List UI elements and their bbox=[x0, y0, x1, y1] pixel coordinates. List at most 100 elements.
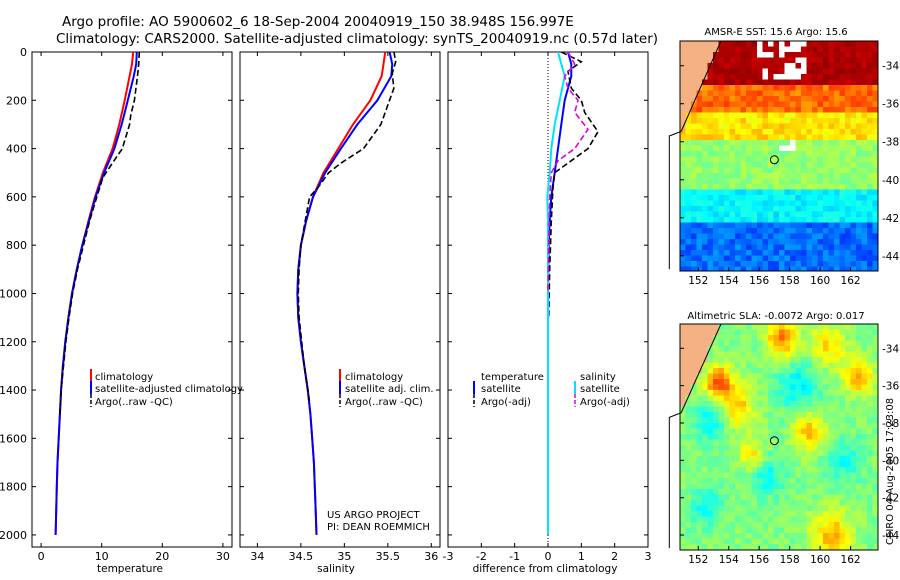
heatmap-cell bbox=[751, 390, 758, 396]
heatmap-cell bbox=[751, 456, 758, 462]
heatmap-cell bbox=[702, 544, 708, 550]
heatmap-cell bbox=[740, 456, 747, 462]
heatmap-cell bbox=[757, 112, 763, 119]
heatmap-cell bbox=[812, 123, 818, 130]
heatmap-cell bbox=[845, 478, 851, 484]
heatmap-cell bbox=[724, 472, 730, 479]
x-tick-label: 2 bbox=[611, 550, 618, 563]
heatmap-cell bbox=[757, 90, 763, 97]
heatmap-cell bbox=[768, 351, 774, 358]
heatmap-cell bbox=[773, 57, 780, 64]
heatmap-cell bbox=[856, 129, 862, 135]
latitude-tick-label: -36 bbox=[882, 99, 899, 111]
heatmap-cell bbox=[795, 417, 802, 424]
heatmap-cell bbox=[861, 266, 868, 272]
heatmap-cell bbox=[746, 156, 752, 163]
heatmap-cell bbox=[812, 41, 818, 47]
heatmap-cell bbox=[784, 233, 791, 240]
heatmap-cell bbox=[795, 52, 802, 58]
heatmap-cell bbox=[735, 222, 741, 229]
heatmap-cell bbox=[845, 439, 851, 446]
heatmap-cell bbox=[735, 211, 741, 218]
heatmap-cell bbox=[823, 511, 829, 517]
heatmap-cell bbox=[707, 151, 714, 157]
heatmap-cell bbox=[779, 533, 785, 539]
heatmap-cell bbox=[718, 351, 725, 358]
heatmap-cell bbox=[713, 200, 719, 207]
heatmap-cell bbox=[768, 500, 774, 506]
heatmap-cell bbox=[823, 162, 829, 168]
heatmap-cell bbox=[812, 390, 818, 396]
heatmap-cell bbox=[828, 522, 835, 528]
heatmap-cell bbox=[680, 266, 686, 272]
sla-map-ticks: 152 154 156 158 160 162-34-36-38-40-42-44 bbox=[680, 343, 899, 566]
heatmap-cell bbox=[856, 178, 862, 185]
heatmap-cell bbox=[762, 478, 769, 484]
heatmap-cell bbox=[872, 467, 879, 473]
heatmap-cell bbox=[707, 346, 714, 352]
heatmap-cell bbox=[740, 189, 747, 196]
heatmap-cell bbox=[872, 439, 879, 446]
heatmap-cell bbox=[707, 200, 714, 207]
heatmap-cell bbox=[823, 107, 829, 113]
heatmap-cell bbox=[801, 390, 807, 396]
heatmap-cell bbox=[729, 189, 736, 196]
heatmap-cell bbox=[834, 329, 840, 336]
heatmap-cell bbox=[834, 340, 840, 347]
heatmap-cell bbox=[795, 211, 802, 218]
heatmap-cell bbox=[773, 244, 780, 251]
heatmap-cell bbox=[680, 57, 686, 64]
heatmap-cell bbox=[746, 368, 752, 374]
heatmap-cell bbox=[740, 324, 747, 330]
heatmap-cell bbox=[757, 505, 763, 512]
heatmap-cell bbox=[773, 395, 780, 402]
heatmap-cell bbox=[713, 63, 719, 69]
heatmap-cell bbox=[795, 184, 802, 190]
heatmap-cell bbox=[839, 250, 846, 256]
heatmap-cell bbox=[713, 129, 719, 135]
heatmap-cell bbox=[685, 351, 692, 358]
heatmap-cell bbox=[762, 450, 769, 457]
heatmap-cell bbox=[850, 112, 857, 119]
heatmap-cell bbox=[751, 324, 758, 330]
heatmap-cell bbox=[784, 329, 791, 336]
heatmap-cell bbox=[680, 324, 686, 330]
heatmap-cell bbox=[850, 173, 857, 179]
heatmap-cell bbox=[790, 145, 796, 152]
heatmap-cell bbox=[806, 516, 813, 523]
heatmap-cell bbox=[790, 228, 796, 234]
heatmap-cell bbox=[823, 357, 829, 363]
heatmap-cell bbox=[779, 538, 785, 545]
heatmap-cell bbox=[867, 123, 873, 130]
heatmap-cell bbox=[784, 527, 791, 534]
heatmap-cell bbox=[823, 129, 829, 135]
heatmap-cell bbox=[817, 151, 824, 157]
heatmap-cell bbox=[685, 233, 692, 240]
heatmap-cell bbox=[702, 450, 708, 457]
heatmap-cell bbox=[784, 467, 791, 473]
heatmap-cell bbox=[702, 478, 708, 484]
heatmap-cell bbox=[867, 244, 873, 251]
heatmap-cell bbox=[762, 189, 769, 196]
heatmap-cell bbox=[834, 324, 840, 330]
heatmap-cell bbox=[784, 368, 791, 374]
heatmap-cell bbox=[839, 505, 846, 512]
heatmap-cell bbox=[696, 390, 703, 396]
heatmap-cell bbox=[795, 324, 802, 330]
heatmap-cell bbox=[872, 129, 879, 135]
heatmap-cell bbox=[812, 412, 818, 418]
heatmap-cell bbox=[762, 85, 769, 91]
heatmap-cell bbox=[812, 118, 818, 124]
heatmap-cell bbox=[685, 167, 692, 174]
heatmap-cell bbox=[724, 233, 730, 240]
heatmap-cell bbox=[702, 522, 708, 528]
heatmap-cell bbox=[762, 335, 769, 341]
heatmap-cell bbox=[784, 222, 791, 229]
heatmap-cell bbox=[861, 101, 868, 108]
heatmap-cell bbox=[817, 423, 824, 429]
heatmap-cell bbox=[812, 233, 818, 240]
heatmap-cell bbox=[812, 68, 818, 75]
heatmap-cell bbox=[768, 217, 774, 223]
heatmap-cell bbox=[850, 511, 857, 517]
heatmap-cell bbox=[845, 162, 851, 168]
